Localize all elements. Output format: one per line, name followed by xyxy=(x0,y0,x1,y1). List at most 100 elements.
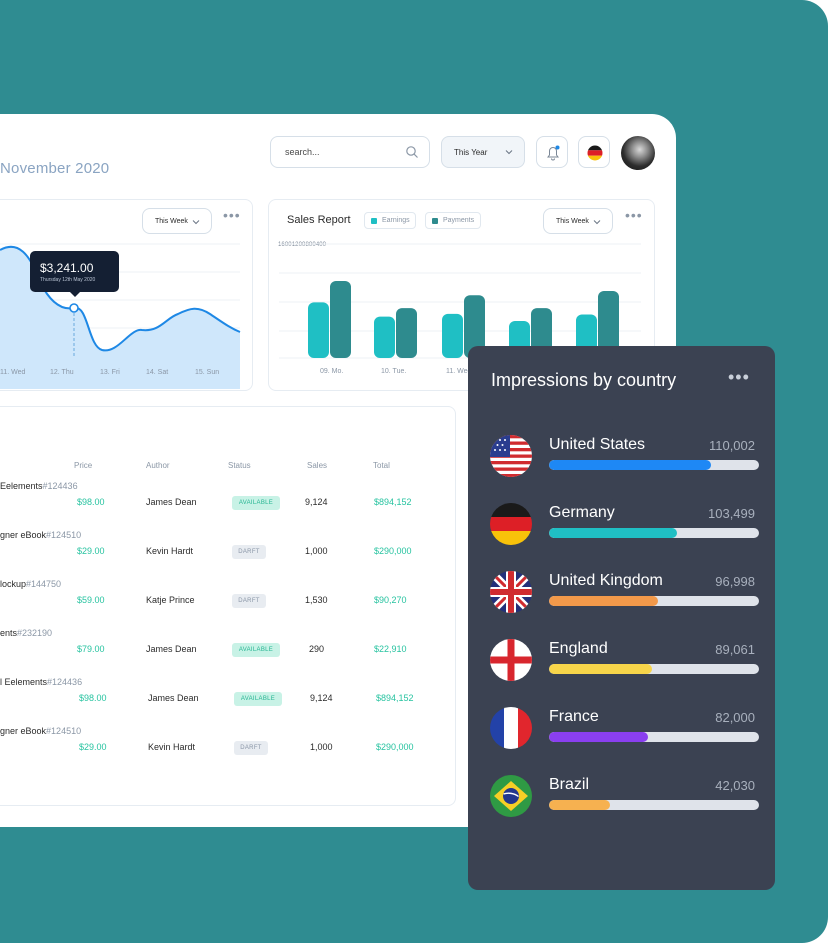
language-button[interactable] xyxy=(578,136,610,168)
tooltip-value: $3,241.00 xyxy=(40,261,94,275)
status-badge: DARFT xyxy=(232,594,266,608)
country-row-england[interactable]: England 89,061 xyxy=(468,639,775,689)
product-id: #144750 xyxy=(26,579,62,589)
progress-track xyxy=(549,460,759,470)
legend-payments[interactable]: Payments xyxy=(425,212,481,229)
status-badge: AVAILABLE xyxy=(234,692,282,706)
progress-fill xyxy=(549,528,678,538)
country-value: 42,030 xyxy=(715,778,755,793)
chevron-down-icon xyxy=(192,220,200,225)
product-name[interactable]: gner eBook#124510 xyxy=(0,530,81,540)
area-fill xyxy=(0,246,240,389)
product-name[interactable]: l Eelements#124436 xyxy=(0,677,82,687)
country-row-united-kingdom[interactable]: United Kingdom 96,998 xyxy=(468,571,775,621)
progress-fill xyxy=(549,800,610,810)
product-id: #124436 xyxy=(42,481,78,491)
chart-tooltip: $3,241.00 Thursday 12th May 2020 xyxy=(30,251,119,292)
legend-earnings[interactable]: Earnings xyxy=(364,212,416,229)
more-options-icon[interactable]: ••• xyxy=(625,207,643,223)
y-tick-label: 800 xyxy=(305,242,316,248)
country-name: Brazil xyxy=(549,776,590,793)
y-tick-label: 400 xyxy=(315,242,327,248)
country-row-brazil[interactable]: Brazil 42,030 xyxy=(468,775,775,825)
germany-flag-icon xyxy=(490,503,532,545)
week-select[interactable]: This Week xyxy=(543,208,613,234)
year-select[interactable]: This Year xyxy=(441,136,525,168)
earnings-swatch xyxy=(371,218,377,224)
france-flag-icon xyxy=(490,707,532,749)
y-tick-label: 1600 xyxy=(278,242,292,248)
product-name[interactable]: lockup#144750 xyxy=(0,579,61,589)
column-header-total[interactable]: Total xyxy=(373,461,390,470)
product-name[interactable]: Eelements#124436 xyxy=(0,481,78,491)
column-header-author[interactable]: Author xyxy=(146,461,170,470)
product-name[interactable]: gner eBook#124510 xyxy=(0,726,81,736)
country-name: England xyxy=(549,640,608,657)
country-name: United States xyxy=(549,436,646,453)
bar-payments-1[interactable] xyxy=(396,308,417,358)
total-cell: $894,152 xyxy=(376,693,414,703)
country-value: 110,002 xyxy=(708,438,755,453)
status-badge: AVAILABLE xyxy=(232,643,280,657)
bar-payments-2[interactable] xyxy=(464,295,485,358)
bar-payments-3[interactable] xyxy=(531,308,552,358)
product-name[interactable]: ents#232190 xyxy=(0,628,52,638)
price-cell: $98.00 xyxy=(79,693,107,703)
sales-cell: 1,000 xyxy=(305,546,328,556)
tooltip-arrow xyxy=(70,292,80,297)
author-cell: Kevin Hardt xyxy=(148,742,196,752)
column-header-status[interactable]: Status xyxy=(228,461,251,470)
x-tick-label: 12. Thu xyxy=(50,369,74,376)
germany-flag-icon xyxy=(587,145,603,161)
total-cell: $290,000 xyxy=(376,742,414,752)
column-header-price[interactable]: Price xyxy=(74,461,93,470)
progress-track xyxy=(549,596,759,606)
country-row-france[interactable]: France 82,000 xyxy=(468,707,775,757)
tooltip-date: Thursday 12th May 2020 xyxy=(40,277,96,283)
progress-track xyxy=(549,528,759,538)
bar-payments-0[interactable] xyxy=(330,281,351,358)
price-cell: $29.00 xyxy=(77,546,105,556)
product-title: gner eBook xyxy=(0,726,47,736)
legend-label: Payments xyxy=(443,217,475,224)
bar-earnings-0[interactable] xyxy=(308,302,329,358)
avatar[interactable] xyxy=(621,136,655,170)
chevron-down-icon xyxy=(505,150,513,155)
product-title: ents xyxy=(0,628,18,638)
country-value: 89,061 xyxy=(715,642,755,657)
week-select[interactable]: This Week xyxy=(142,208,212,234)
bar-payments-4[interactable] xyxy=(598,291,619,358)
author-cell: James Dean xyxy=(148,693,199,703)
author-cell: Kevin Hardt xyxy=(146,546,194,556)
search-input[interactable]: search... xyxy=(270,136,430,168)
column-header-sales[interactable]: Sales xyxy=(307,461,328,470)
country-name: Germany xyxy=(549,504,615,521)
author-cell: James Dean xyxy=(146,497,197,507)
sales-cell: 9,124 xyxy=(310,693,333,703)
more-options-icon[interactable]: ••• xyxy=(728,367,750,387)
bar-earnings-2[interactable] xyxy=(442,313,463,358)
progress-fill xyxy=(549,460,711,470)
country-value: 96,998 xyxy=(715,574,755,589)
x-tick-label: 15. Sun xyxy=(195,369,220,376)
country-row-germany[interactable]: Germany 103,499 xyxy=(468,503,775,553)
week-select-label: This Week xyxy=(556,218,589,225)
product-title: l Eelements xyxy=(0,677,48,687)
progress-fill xyxy=(549,596,659,606)
product-id: #124510 xyxy=(46,530,82,540)
progress-track xyxy=(549,664,759,674)
price-cell: $98.00 xyxy=(77,497,105,507)
impressions-title: Impressions by country xyxy=(491,370,677,390)
tooltip-point xyxy=(69,303,79,313)
more-options-icon[interactable]: ••• xyxy=(223,207,241,223)
product-id: #232190 xyxy=(17,628,53,638)
y-tick-labels: 16001200800400 xyxy=(278,242,326,248)
total-cell: $22,910 xyxy=(374,644,407,654)
country-row-united-states[interactable]: United States 110,002 xyxy=(468,435,775,485)
bar-earnings-1[interactable] xyxy=(374,316,395,358)
total-cell: $90,270 xyxy=(374,595,407,605)
x-tick-label: 14. Sat xyxy=(146,369,169,376)
page-title: November 2020 xyxy=(0,160,110,177)
notifications-button[interactable] xyxy=(536,136,568,168)
